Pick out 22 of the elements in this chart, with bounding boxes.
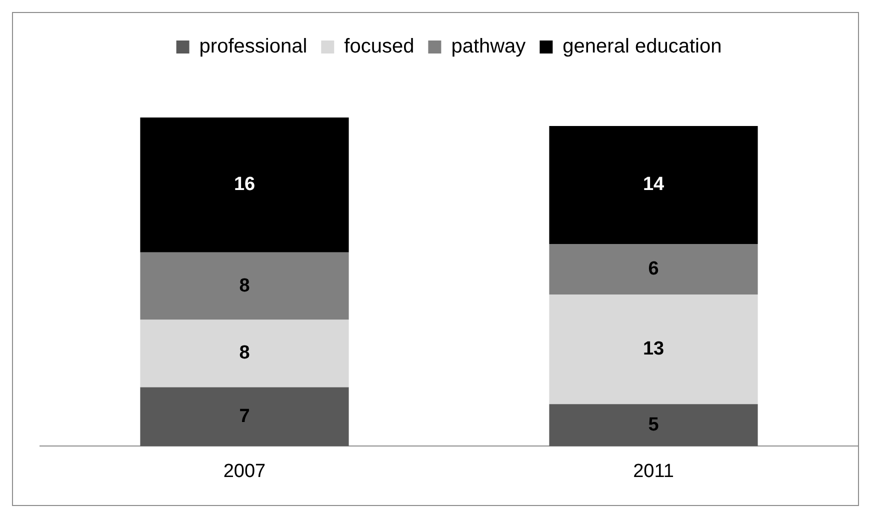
data-label: 6 <box>648 258 659 280</box>
legend-label: professional <box>199 36 308 58</box>
data-label: 8 <box>239 342 250 364</box>
data-label: 8 <box>239 275 250 296</box>
x-tick-label: 2011 <box>633 460 674 482</box>
data-label: 7 <box>239 406 250 427</box>
bar <box>549 294 758 404</box>
x-tick-label: 2007 <box>223 460 266 482</box>
data-label: 13 <box>642 338 664 360</box>
data-label: 5 <box>648 414 660 436</box>
bar <box>140 320 349 388</box>
bar <box>549 126 758 244</box>
legend-label: general education <box>562 36 722 58</box>
bar <box>140 118 349 252</box>
bar <box>549 404 758 446</box>
bar <box>140 387 349 446</box>
legend-label: pathway <box>451 36 526 58</box>
bar <box>140 252 349 320</box>
data-label: 14 <box>642 174 664 196</box>
data-label: 16 <box>234 174 256 196</box>
legend-label: focused <box>344 36 414 58</box>
bar <box>549 244 758 295</box>
